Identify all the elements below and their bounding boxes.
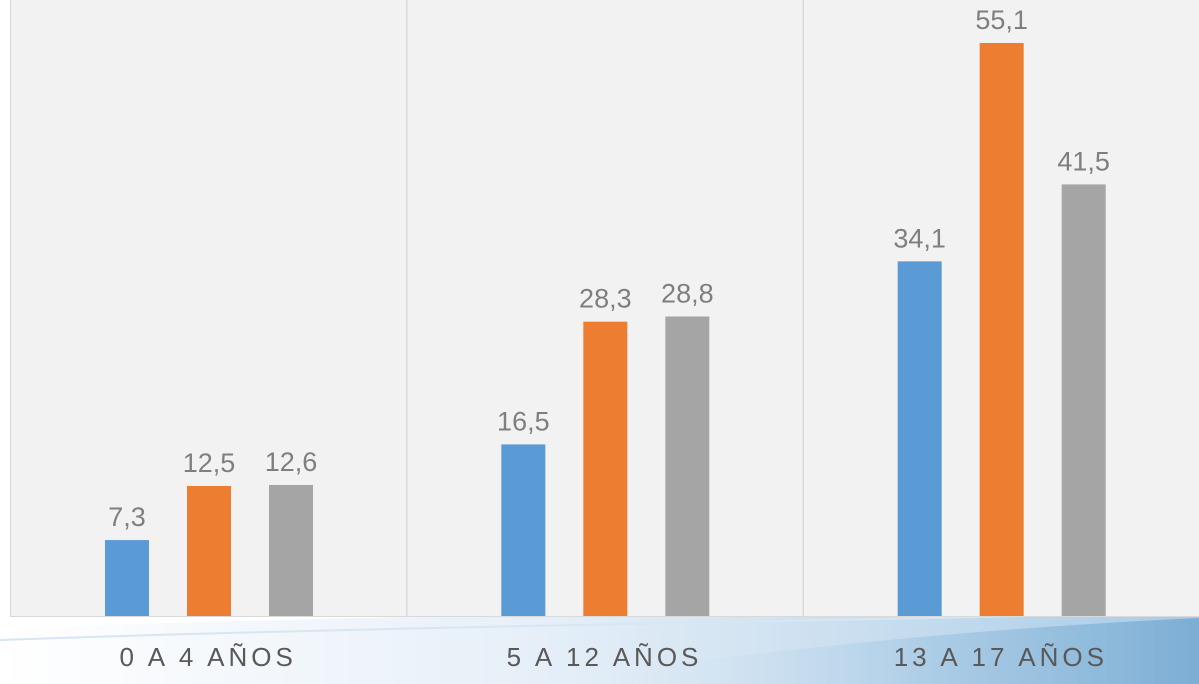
data-label: 16,5 — [497, 406, 550, 436]
category-tick-label: 0 A 4 AÑOS — [120, 642, 297, 672]
bar-series-2-cat-3 — [979, 42, 1024, 616]
bar-series-2-cat-1 — [187, 486, 231, 616]
value-labels: 7,3 12,5 12,6 16,5 28,3 28,8 34,1 55,1 41,5 — [108, 5, 1110, 532]
bars — [105, 42, 1106, 616]
bar-series-3-cat-2 — [665, 316, 710, 616]
data-label: 28,3 — [579, 284, 632, 314]
data-label: 55,1 — [975, 5, 1028, 35]
bar-series-1-cat-1 — [105, 540, 149, 616]
background-wave — [0, 600, 1199, 684]
category-axis-labels: 0 A 4 AÑOS 5 A 12 AÑOS 13 A 17 AÑOS — [120, 642, 1108, 672]
bar-series-1-cat-2 — [501, 444, 546, 616]
category-tick-label: 5 A 12 AÑOS — [507, 642, 703, 672]
data-label: 34,1 — [893, 223, 946, 253]
data-label: 28,8 — [661, 278, 714, 308]
data-label: 12,6 — [265, 447, 318, 477]
bar-series-3-cat-3 — [1061, 184, 1106, 616]
category-separators — [406, 0, 804, 616]
data-label: 7,3 — [108, 502, 146, 532]
data-label: 41,5 — [1057, 146, 1110, 176]
data-label: 12,5 — [183, 448, 236, 478]
bar-series-2-cat-2 — [583, 321, 628, 616]
bar-series-3-cat-1 — [269, 484, 313, 616]
category-tick-label: 13 A 17 AÑOS — [894, 642, 1108, 672]
bar-series-1-cat-3 — [897, 261, 942, 616]
